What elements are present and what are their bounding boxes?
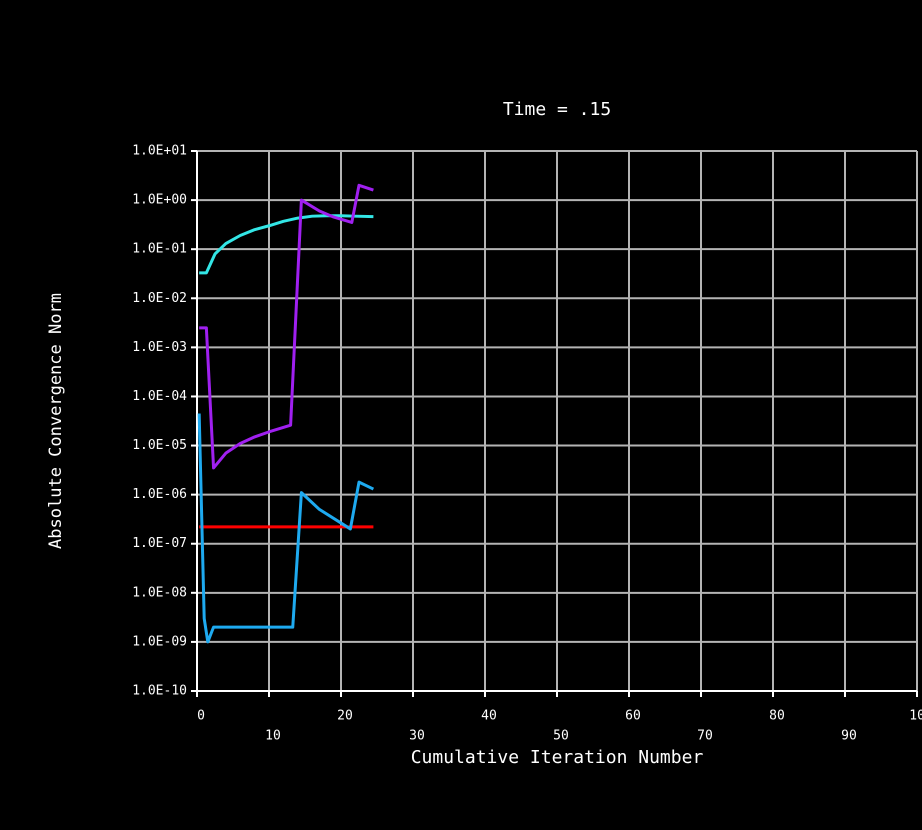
y-tick-label: 1.0E+01 [132, 144, 187, 159]
y-tick-label: 1.0E-02 [132, 291, 187, 306]
y-tick-label: 1.0E-04 [132, 389, 187, 404]
y-tick-label: 1.0E-09 [132, 634, 187, 649]
y-tick-label: 1.0E-10 [132, 684, 187, 699]
y-tick-label: 1.0E-05 [132, 438, 187, 453]
x-tick-label: 70 [697, 729, 713, 744]
series-line [199, 183, 374, 470]
series-line [197, 413, 375, 644]
x-tick-label: 90 [841, 729, 857, 744]
x-tick-label: 0 [197, 709, 205, 724]
x-tick-label: 20 [337, 709, 353, 724]
x-tick-label: 60 [625, 709, 641, 724]
chart-title: Time = .15 [503, 99, 611, 120]
x-tick-label: 40 [481, 709, 497, 724]
series-line [199, 214, 374, 275]
y-tick-label: 1.0E+00 [132, 193, 187, 208]
x-tick-label: 100 [909, 709, 922, 724]
x-axis-label: Cumulative Iteration Number [411, 747, 704, 768]
x-tick-label: 80 [769, 709, 785, 724]
y-tick-label: 1.0E-03 [132, 340, 187, 355]
x-tick-label: 30 [409, 729, 425, 744]
y-tick-label: 1.0E-01 [132, 242, 187, 257]
x-tick-label: 10 [265, 729, 281, 744]
y-axis-label: Absolute Convergence Norm [46, 293, 66, 549]
y-tick-label: 1.0E-06 [132, 487, 187, 502]
x-tick-label: 50 [553, 729, 569, 744]
y-tick-label: 1.0E-08 [132, 585, 187, 600]
y-tick-label: 1.0E-07 [132, 536, 187, 551]
